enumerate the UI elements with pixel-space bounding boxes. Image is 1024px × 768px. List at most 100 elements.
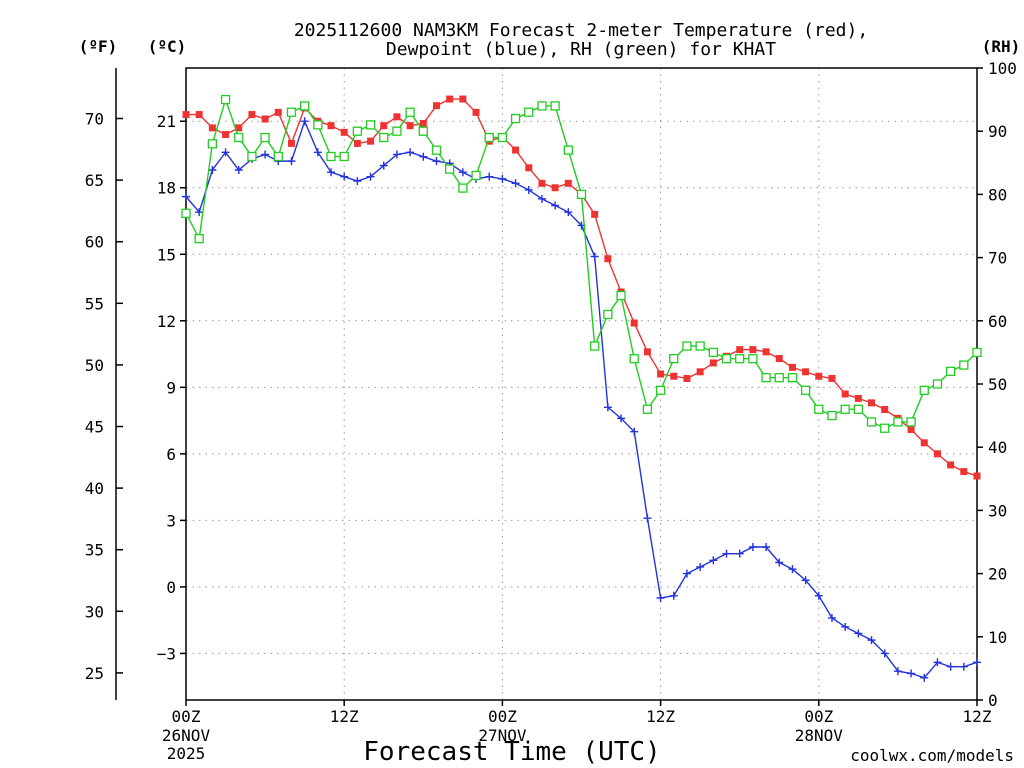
- dewpoint-point: [973, 658, 981, 667]
- x-axis-date-label: 26NOV: [162, 726, 211, 745]
- temperature-point: [643, 348, 651, 356]
- rh-point: [682, 341, 692, 351]
- temperature-point: [446, 95, 454, 103]
- dewpoint-point: [327, 168, 336, 177]
- dewpoint-point: [458, 168, 467, 177]
- dewpoint-point: [182, 192, 190, 201]
- temperature-point: [815, 372, 823, 380]
- temperature-point: [683, 374, 691, 382]
- rh-point: [840, 404, 850, 414]
- dewpoint-point: [419, 152, 428, 161]
- rh-point: [972, 347, 982, 358]
- rh-point: [365, 120, 376, 130]
- rh-point: [352, 126, 363, 136]
- rh-point: [326, 151, 336, 162]
- dewpoint-point: [511, 179, 520, 188]
- f-axis-tick-label: 30: [85, 602, 104, 621]
- dewpoint-series: [182, 117, 981, 682]
- rh-point: [945, 366, 956, 377]
- temperature-line: [186, 98, 978, 477]
- dewpoint-point: [722, 549, 731, 558]
- rh-point: [748, 354, 758, 364]
- chart-title-line1: 2025112600 NAM3KM Forecast 2-meter Tempe…: [294, 20, 868, 41]
- temperature-point: [551, 184, 559, 192]
- temperature-point: [630, 319, 638, 327]
- temperature-point: [419, 119, 427, 127]
- dewpoint-point: [379, 161, 388, 170]
- rh-point: [458, 183, 468, 193]
- x-axis-title: Forecast Time (UTC): [363, 737, 660, 767]
- dewpoint-point: [406, 148, 415, 157]
- rh-point: [642, 404, 653, 414]
- temperature-point: [604, 255, 612, 263]
- rh-point: [853, 404, 863, 414]
- temperature-point: [380, 122, 388, 130]
- rh-point: [880, 423, 890, 433]
- dewpoint-point: [313, 148, 322, 157]
- plot-frame: [185, 67, 978, 701]
- dewpoint-point: [748, 542, 757, 551]
- c-axis-tick-label: 3: [166, 511, 176, 530]
- f-axis-tick-label: 55: [85, 294, 104, 313]
- temperature-point: [248, 111, 256, 119]
- x-axis-tick-label: 00Z: [488, 707, 517, 726]
- temperature-point: [235, 124, 243, 132]
- x-axis-tick-label: 12Z: [330, 707, 359, 726]
- dewpoint-point: [432, 157, 441, 166]
- temperature-point: [340, 128, 348, 136]
- rh-series: [181, 94, 982, 433]
- temperature-point: [854, 394, 862, 402]
- rh-point: [735, 354, 745, 364]
- temperature-point: [749, 346, 757, 354]
- temperature-point: [472, 108, 480, 116]
- c-axis-tick-label: −3: [157, 644, 176, 663]
- rh-point: [524, 107, 534, 117]
- temperature-point: [802, 368, 810, 376]
- temperature-point: [327, 122, 335, 130]
- dewpoint-point: [841, 622, 850, 631]
- temperature-point: [406, 122, 414, 130]
- rh-point: [603, 309, 613, 320]
- dewpoint-point: [669, 591, 678, 600]
- dewpoint-point: [854, 629, 863, 638]
- x-axis-date-label: 27NOV: [478, 726, 527, 745]
- temperature-point: [261, 115, 269, 123]
- rh-point: [721, 354, 732, 364]
- dewpoint-point: [564, 208, 573, 217]
- rh-point: [919, 385, 929, 395]
- rh-point: [695, 341, 705, 351]
- dewpoint-point: [630, 427, 639, 436]
- series-layer: [181, 94, 982, 682]
- temperature-point: [907, 425, 915, 433]
- rh-point: [774, 373, 784, 383]
- rh-point: [550, 101, 560, 111]
- rh-point: [286, 107, 297, 117]
- temperature-point: [670, 372, 678, 380]
- temperature-point: [512, 146, 520, 154]
- c-axis-tick-label: 12: [157, 312, 176, 331]
- dewpoint-point: [234, 166, 243, 175]
- c-axis-tick-label: 9: [166, 378, 176, 397]
- temperature-point: [762, 348, 770, 356]
- rh-point: [273, 151, 283, 162]
- dewpoint-point: [682, 569, 691, 578]
- f-axis-tick-label: 35: [85, 541, 104, 560]
- temperature-point: [353, 139, 361, 147]
- f-axis-tick-label: 70: [85, 110, 104, 129]
- rh-point: [932, 379, 943, 389]
- dewpoint-point: [907, 669, 916, 678]
- c-axis-tick-label: 0: [166, 578, 176, 597]
- dewpoint-point: [775, 558, 784, 567]
- rh-point: [339, 151, 349, 162]
- dewpoint-point: [261, 150, 270, 159]
- c-axis-tick-label: 18: [157, 179, 176, 198]
- temperature-point: [222, 131, 230, 139]
- c-axis-tick-label: 15: [157, 245, 176, 264]
- f-axis-tick-label: 40: [85, 479, 104, 498]
- rh-point: [405, 107, 415, 117]
- dewpoint-point: [195, 208, 204, 217]
- dewpoint-point: [762, 542, 771, 551]
- dewpoint-point: [696, 562, 705, 571]
- rh-point: [669, 354, 679, 364]
- temperature-point: [182, 111, 190, 119]
